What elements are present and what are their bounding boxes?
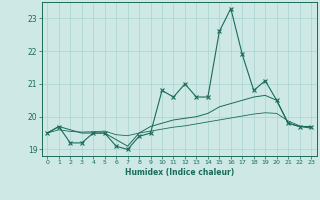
X-axis label: Humidex (Indice chaleur): Humidex (Indice chaleur) [124,168,234,177]
